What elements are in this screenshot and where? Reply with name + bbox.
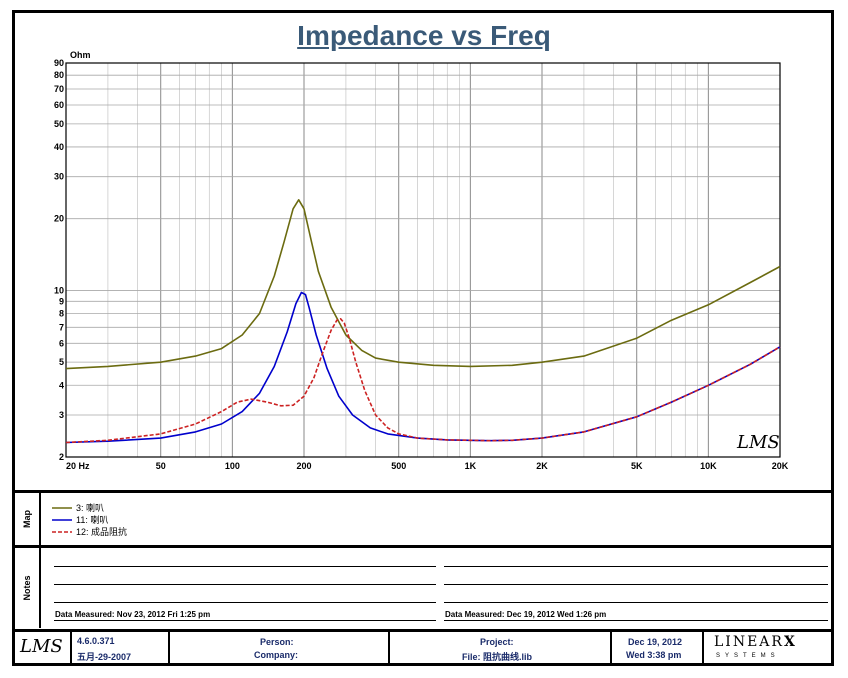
legend-label: 3: 喇叭 bbox=[76, 503, 105, 513]
footer-version-cell bbox=[72, 632, 170, 664]
chart-title: Impedance vs Freq bbox=[297, 20, 551, 51]
note-line bbox=[444, 566, 828, 567]
x-tick-label: 200 bbox=[296, 461, 311, 471]
note-line bbox=[444, 620, 828, 621]
y-tick-label: 10 bbox=[54, 285, 64, 295]
y-axis-label: Ohm bbox=[70, 50, 91, 60]
x-tick-label: 500 bbox=[391, 461, 406, 471]
y-tick-label: 80 bbox=[54, 70, 64, 80]
map-label: Map bbox=[22, 510, 32, 528]
series-line bbox=[65, 291, 781, 444]
impedance-chart: 2 3 4 5 6 7 8 910 20 30 40 50 60 70 80 90 Ohm 20 Hz 50 100 2… bbox=[54, 50, 789, 471]
y-tick-label: 8 bbox=[59, 309, 64, 319]
note-line bbox=[54, 602, 436, 603]
footer-lms-logo: LMS bbox=[20, 636, 63, 657]
note-line bbox=[54, 566, 436, 567]
note-line bbox=[444, 584, 828, 585]
footer-brand-word: LINEAR bbox=[714, 634, 784, 650]
x-tick-label: 2K bbox=[536, 461, 548, 471]
note-line bbox=[54, 620, 436, 621]
y-tick-label: 2 bbox=[59, 452, 64, 462]
separator-map bbox=[12, 490, 834, 493]
footer-brand: LINEARX bbox=[714, 634, 797, 650]
y-tick-label: 40 bbox=[54, 142, 64, 152]
footer-date: Dec 19, 2012 bbox=[628, 637, 683, 647]
outer-frame bbox=[12, 10, 834, 666]
footer-brand-sub: SYSTEMS bbox=[716, 653, 780, 659]
left-data-measured: Data Measured: Nov 23, 2012 Fri 1:25 pm bbox=[55, 610, 211, 619]
notes-label-cell: Notes bbox=[15, 548, 41, 628]
map-label-cell: Map bbox=[15, 493, 41, 545]
y-tick-label: 9 bbox=[59, 296, 64, 306]
y-tick-label: 6 bbox=[59, 338, 64, 348]
footer-date-cell bbox=[612, 632, 704, 664]
x-tick-label: 1K bbox=[465, 461, 477, 471]
footer-version-date: 五月-29-2007 bbox=[77, 652, 132, 662]
footer-person-cell bbox=[170, 632, 390, 664]
footer-person: Person: bbox=[260, 637, 294, 647]
footer-logo-cell bbox=[15, 632, 72, 664]
x-tick-label: 5K bbox=[631, 461, 643, 471]
separator-footer bbox=[12, 629, 834, 632]
series-line bbox=[65, 199, 781, 370]
notes-label: Notes bbox=[22, 575, 32, 601]
y-tick-label: 4 bbox=[59, 380, 64, 390]
x-tick-label: 20K bbox=[772, 461, 789, 471]
legend-label: 12: 成品阻抗 bbox=[76, 527, 128, 537]
y-tick-label: 7 bbox=[59, 322, 64, 332]
x-tick-label: 50 bbox=[156, 461, 166, 471]
y-tick-label: 30 bbox=[54, 172, 64, 182]
separator-notes bbox=[12, 545, 834, 548]
plot-area bbox=[65, 62, 781, 458]
footer-version: 4.6.0.371 bbox=[77, 636, 115, 646]
y-tick-label: 70 bbox=[54, 84, 64, 94]
note-line bbox=[54, 584, 436, 585]
series-line bbox=[65, 318, 781, 444]
footer-time: Wed 3:38 pm bbox=[626, 650, 682, 660]
x-tick-label: 20 Hz bbox=[66, 461, 90, 471]
footer-company: Company: bbox=[254, 650, 299, 660]
y-tick-label: 60 bbox=[54, 100, 64, 110]
y-tick-label: 20 bbox=[54, 214, 64, 224]
legend-label: 11: 喇叭 bbox=[76, 515, 109, 525]
y-tick-label: 5 bbox=[59, 357, 64, 367]
y-tick-label: 3 bbox=[59, 410, 64, 420]
right-data-measured: Data Measured: Dec 19, 2012 Wed 1:26 pm bbox=[445, 610, 607, 619]
footer-brand-x: X bbox=[783, 634, 797, 650]
lms-watermark: LMS bbox=[736, 432, 780, 453]
x-tick-label: 100 bbox=[225, 461, 240, 471]
x-tick-label: 10K bbox=[700, 461, 717, 471]
y-tick-label: 90 bbox=[54, 58, 64, 68]
footer-project: Project: bbox=[480, 637, 514, 647]
footer-file: File: 阻抗曲线.lib bbox=[462, 652, 533, 662]
footer-project-cell bbox=[390, 632, 612, 664]
note-line bbox=[444, 602, 828, 603]
y-tick-label: 50 bbox=[54, 119, 64, 129]
